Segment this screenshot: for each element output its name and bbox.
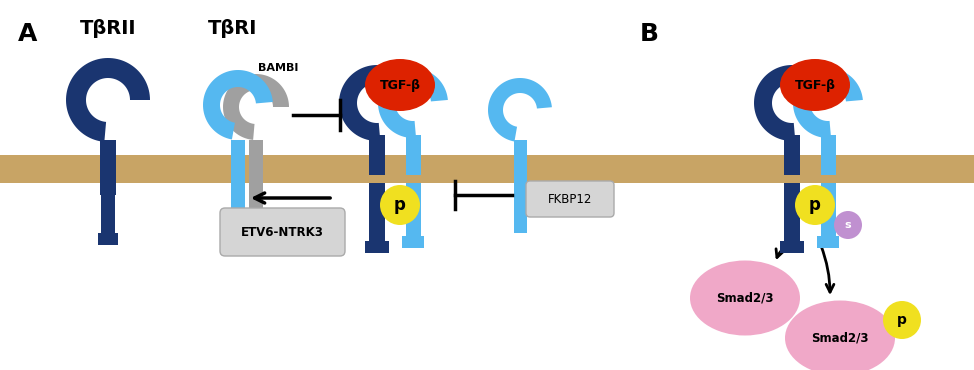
Text: TβRI: TβRI [208, 18, 258, 37]
Polygon shape [203, 70, 273, 139]
Text: Smad2/3: Smad2/3 [811, 332, 869, 344]
Text: BAMBI: BAMBI [258, 63, 298, 73]
Bar [101, 183, 115, 238]
Circle shape [795, 185, 835, 225]
Bar [406, 135, 421, 175]
Circle shape [883, 301, 921, 339]
Text: TβRII: TβRII [80, 18, 136, 37]
Bar [231, 183, 245, 243]
Text: Smad2/3: Smad2/3 [716, 292, 773, 305]
Bar [821, 135, 836, 175]
Bar [369, 183, 385, 248]
Text: s: s [844, 220, 851, 230]
Bar [369, 135, 385, 175]
Bar [514, 183, 527, 233]
Polygon shape [488, 78, 552, 141]
Bar [249, 140, 263, 190]
Bar [231, 140, 245, 190]
Circle shape [380, 185, 420, 225]
Text: p: p [897, 313, 907, 327]
Ellipse shape [780, 59, 850, 111]
Bar [821, 183, 836, 243]
FancyBboxPatch shape [220, 208, 345, 256]
Text: p: p [809, 196, 821, 214]
Text: TGF-β: TGF-β [380, 78, 421, 91]
Polygon shape [378, 68, 448, 138]
Bar [249, 183, 263, 213]
Bar [365, 241, 389, 253]
Bar [100, 140, 116, 195]
Polygon shape [66, 58, 150, 142]
Text: p: p [394, 196, 406, 214]
Text: ETV6-NTRK3: ETV6-NTRK3 [241, 225, 324, 239]
Text: A: A [18, 22, 37, 46]
Bar [402, 236, 424, 248]
FancyBboxPatch shape [526, 181, 614, 217]
Bar [784, 183, 800, 248]
Polygon shape [793, 68, 863, 138]
Text: TGF-β: TGF-β [795, 78, 836, 91]
Circle shape [834, 211, 862, 239]
Bar [406, 183, 421, 243]
Text: B: B [640, 22, 659, 46]
Text: FKBP12: FKBP12 [547, 192, 592, 205]
Polygon shape [339, 65, 415, 141]
Bar [98, 233, 118, 245]
Ellipse shape [365, 59, 435, 111]
Bar [0, 155, 974, 183]
Bar [228, 238, 248, 248]
Bar [514, 140, 527, 185]
Bar [817, 236, 839, 248]
Polygon shape [223, 74, 289, 140]
Bar [784, 135, 800, 175]
Polygon shape [754, 65, 830, 141]
Ellipse shape [785, 300, 895, 370]
Ellipse shape [690, 260, 800, 336]
Bar [780, 241, 804, 253]
